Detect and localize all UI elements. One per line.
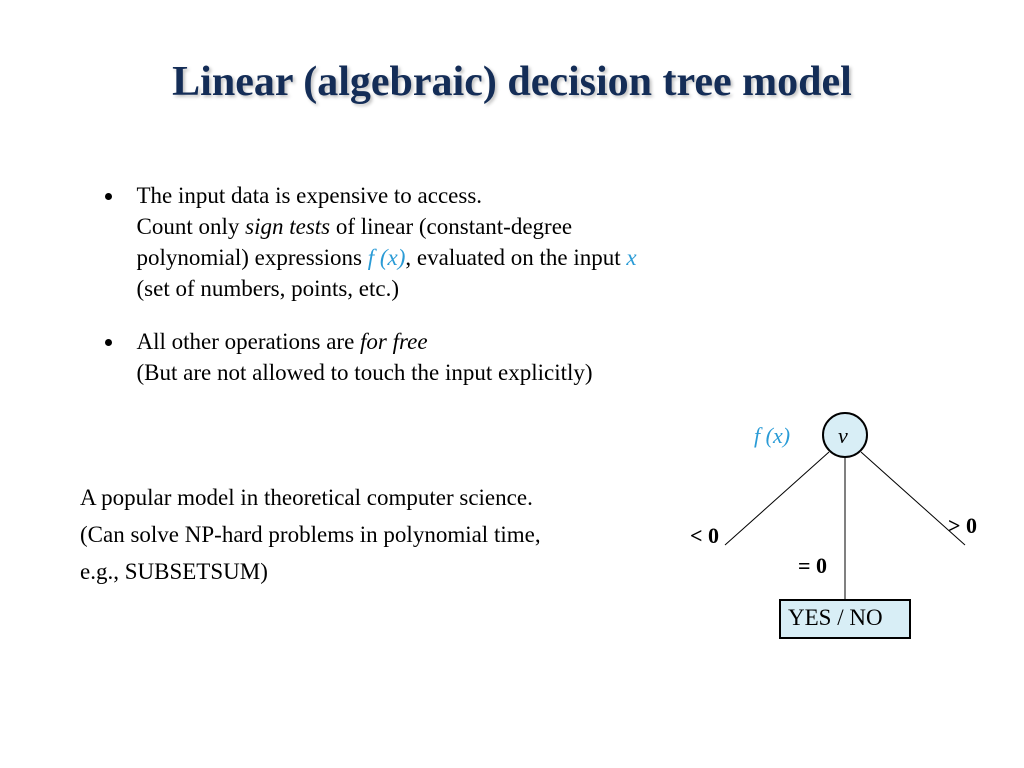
- bullet-1-x: x: [626, 245, 636, 270]
- diagram-result-label: YES / NO: [788, 605, 883, 631]
- bullet-list: The input data is expensive to access. C…: [90, 180, 650, 410]
- bullet-1-sign-tests: sign tests: [245, 214, 330, 239]
- diagram-node-label: v: [838, 423, 848, 449]
- bullet-1-fx: f (x): [368, 245, 406, 270]
- diagram-lt-label: < 0: [690, 523, 719, 549]
- diagram-eq-label: = 0: [798, 553, 827, 579]
- bullet-1-text-e: (set of numbers, points, etc.): [137, 276, 400, 301]
- diagram-gt-label: > 0: [948, 513, 977, 539]
- bullet-1-text-d: , evaluated on the input: [405, 245, 626, 270]
- edge-left: [725, 452, 829, 545]
- bullet-2-for-free: for free: [360, 329, 428, 354]
- lower-line-3: e.g., SUBSETSUM): [80, 554, 640, 591]
- bullet-2: All other operations are for free (But a…: [125, 326, 651, 388]
- lower-line-2: (Can solve NP-hard problems in polynomia…: [80, 517, 640, 554]
- bullet-1-line-1: The input data is expensive to access.: [137, 183, 483, 208]
- bullet-2-line-2: (But are not allowed to touch the input …: [137, 360, 593, 385]
- slide-title: Linear (algebraic) decision tree model: [0, 58, 1024, 106]
- bullet-2-text-a: All other operations are: [137, 329, 361, 354]
- bullet-1-text-a: Count only: [137, 214, 246, 239]
- decision-tree-diagram: f (x) v < 0 = 0 > 0 YES / NO: [700, 405, 1000, 665]
- slide: Linear (algebraic) decision tree model T…: [0, 0, 1024, 768]
- lower-line-1: A popular model in theoretical computer …: [80, 480, 640, 517]
- diagram-fx-label: f (x): [754, 423, 790, 449]
- bullet-1: The input data is expensive to access. C…: [125, 180, 651, 304]
- lower-text: A popular model in theoretical computer …: [80, 480, 640, 590]
